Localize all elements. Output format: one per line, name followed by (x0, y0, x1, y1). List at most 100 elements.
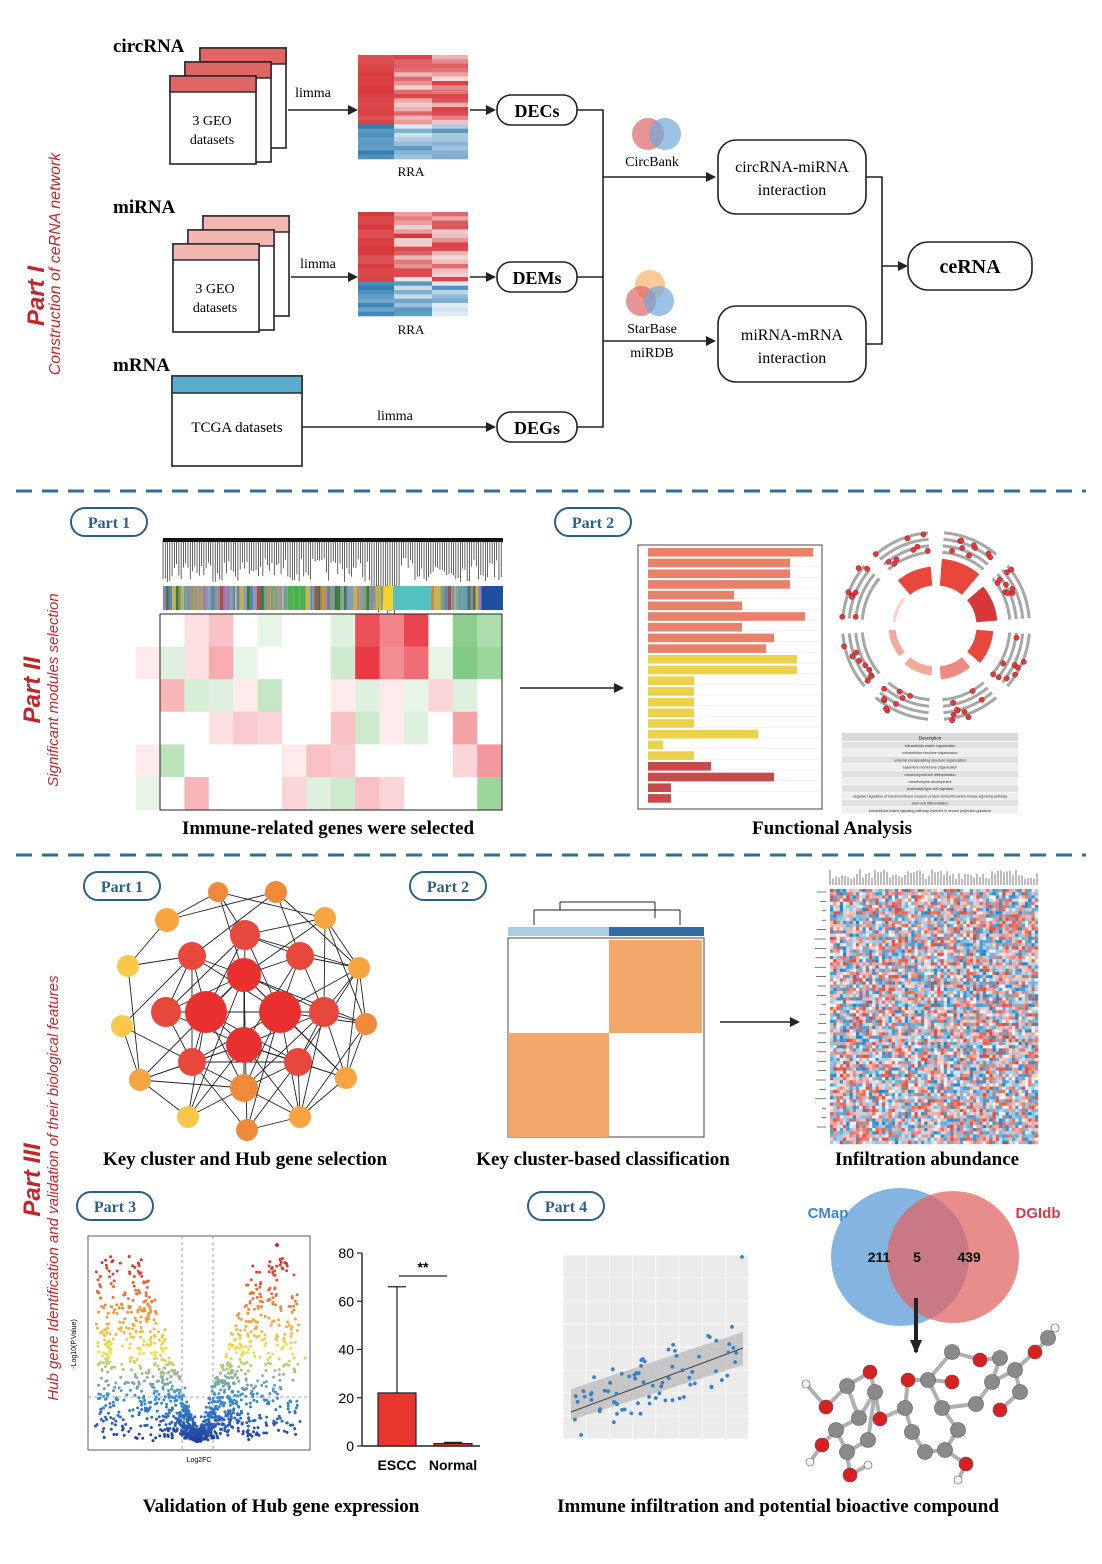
infiltration-cell (895, 953, 898, 956)
infiltration-cell (957, 985, 960, 988)
module-trait-cell (477, 614, 502, 647)
infiltration-cell (898, 905, 901, 908)
infiltration-cell (830, 895, 833, 898)
infiltration-cell (1028, 1080, 1031, 1083)
infiltration-heatmap (814, 869, 1038, 1144)
infiltration-cell (957, 1023, 960, 1026)
infiltration-cell (980, 1087, 983, 1090)
infiltration-cell (863, 1010, 866, 1013)
infiltration-cell (950, 921, 953, 924)
infiltration-cell (983, 991, 986, 994)
infiltration-cell (989, 1058, 992, 1061)
infiltration-cell (876, 1026, 879, 1029)
infiltration-cell (830, 908, 833, 911)
infiltration-cell (837, 1036, 840, 1039)
infiltration-cell (885, 962, 888, 965)
infiltration-cell (1022, 962, 1025, 965)
infiltration-cell (928, 1045, 931, 1048)
infiltration-cell (986, 1039, 989, 1042)
infiltration-cell (924, 927, 927, 930)
infiltration-cell (1022, 1023, 1025, 1026)
infiltration-cell (960, 921, 963, 924)
infiltration-cell (833, 972, 836, 975)
infiltration-cell (983, 969, 986, 972)
infiltration-cell (957, 902, 960, 905)
infiltration-cell (941, 962, 944, 965)
infiltration-cell (911, 943, 914, 946)
infiltration-cell (833, 921, 836, 924)
infiltration-cell (980, 915, 983, 918)
module-color-segment (264, 586, 268, 610)
infiltration-cell (993, 924, 996, 927)
infiltration-cell (882, 902, 885, 905)
infiltration-cell (908, 959, 911, 962)
infiltration-cell (986, 911, 989, 914)
infiltration-cell (957, 950, 960, 953)
infiltration-cell (934, 1048, 937, 1051)
infiltration-cell (931, 1039, 934, 1042)
infiltration-cell (999, 1045, 1002, 1048)
infiltration-cell (963, 930, 966, 933)
infiltration-cell (960, 915, 963, 918)
infiltration-cell (885, 1032, 888, 1035)
infiltration-cell (918, 956, 921, 959)
infiltration-cell (937, 997, 940, 1000)
infiltration-cell (950, 1036, 953, 1039)
infiltration-cell (993, 930, 996, 933)
infiltration-cell (928, 921, 931, 924)
infiltration-cell (993, 1048, 996, 1051)
infiltration-cell (853, 915, 856, 918)
infiltration-cell (993, 895, 996, 898)
infiltration-cell (989, 946, 992, 949)
infiltration-cell (993, 1074, 996, 1077)
infiltration-cell (996, 899, 999, 902)
infiltration-cell (843, 1042, 846, 1045)
infiltration-cell (905, 950, 908, 953)
part3-pill-1: Part 1 (101, 879, 143, 896)
infiltration-cell (1002, 927, 1005, 930)
infiltration-cell (941, 1058, 944, 1061)
infiltration-cell (1019, 1007, 1022, 1010)
infiltration-cell (924, 1077, 927, 1080)
infiltration-cell (1019, 911, 1022, 914)
infiltration-cell (872, 953, 875, 956)
infiltration-cell (993, 1064, 996, 1067)
infiltration-cell (963, 889, 966, 892)
infiltration-cell (954, 997, 957, 1000)
infiltration-cell (911, 1077, 914, 1080)
infiltration-cell (1015, 921, 1018, 924)
infiltration-cell (937, 899, 940, 902)
table-row-text: mesenchymal cell differentiation (904, 773, 955, 777)
infiltration-cell (859, 1077, 862, 1080)
heatmap-cell (358, 260, 394, 265)
infiltration-cell (830, 1068, 833, 1071)
module-color-segment (481, 586, 503, 610)
infiltration-cell (1009, 1064, 1012, 1067)
infiltration-cell (1012, 918, 1015, 921)
infiltration-cell (1022, 975, 1025, 978)
infiltration-cell (1002, 937, 1005, 940)
infiltration-cell (944, 1039, 947, 1042)
infiltration-cell (970, 915, 973, 918)
heatmap-cell (358, 225, 394, 230)
infiltration-cell (963, 1032, 966, 1035)
infiltration-cell (970, 1080, 973, 1083)
infiltration-cell (970, 1055, 973, 1058)
infiltration-cell (1032, 1039, 1035, 1042)
infiltration-cell (850, 994, 853, 997)
infiltration-cell (918, 892, 921, 895)
infiltration-cell (908, 1068, 911, 1071)
infiltration-cell (963, 1068, 966, 1071)
infiltration-cell (918, 994, 921, 997)
infiltration-cell (902, 1036, 905, 1039)
infiltration-cell (928, 895, 931, 898)
infiltration-cell (915, 943, 918, 946)
infiltration-cell (895, 930, 898, 933)
module-trait-cell (404, 679, 429, 712)
infiltration-cell (918, 1026, 921, 1029)
infiltration-cell (850, 1045, 853, 1048)
infiltration-cell (853, 1001, 856, 1004)
heatmap-cell (394, 124, 432, 129)
infiltration-cell (843, 899, 846, 902)
infiltration-cell (983, 1077, 986, 1080)
